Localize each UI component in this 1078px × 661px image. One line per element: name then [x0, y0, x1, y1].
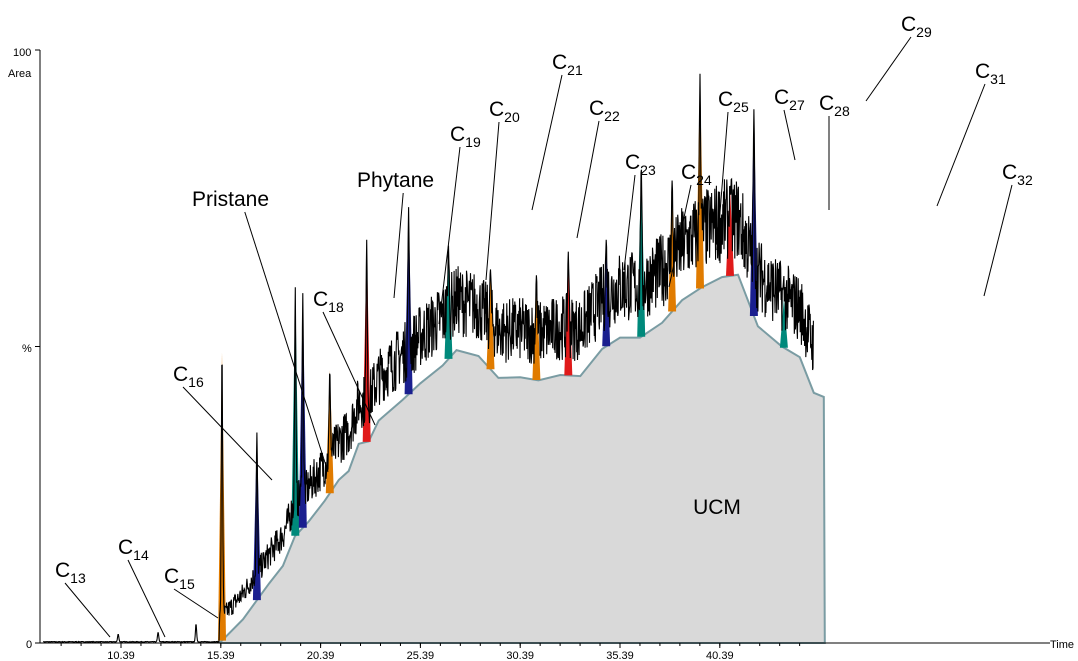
x-tick-layer: 10.39 15.39 20.39 25.39 30.39 35.39 40.39 — [35, 49, 801, 661]
leader-line — [983, 184, 1013, 297]
leader-line — [783, 109, 796, 161]
axis-layer: 100 Area % 0 Time 10.39 15.39 20.39 25.39 30… — [8, 47, 1074, 661]
peak-label-c32: C32 — [1002, 161, 1033, 188]
leader-line — [438, 146, 461, 325]
peak-fill-16 — [218, 352, 226, 641]
peak-label-c24: C24 — [681, 161, 712, 188]
peak-fill-32 — [779, 299, 788, 348]
peak-label-pristane: Pristane — [192, 188, 269, 211]
leader-line — [173, 588, 219, 619]
y-bottom-label: 0 — [26, 639, 32, 651]
ucm-layer — [219, 273, 826, 644]
peak-label-c16: C16 — [173, 363, 204, 390]
leader-line — [244, 211, 329, 473]
peak-label-c15: C15 — [164, 565, 195, 592]
leader-line — [64, 582, 111, 638]
x-tick-label: 10.39 — [107, 650, 135, 661]
peak-label-c14: C14 — [118, 536, 149, 563]
y-top-unit: Area — [8, 68, 32, 80]
peak-fill-28 — [668, 180, 677, 312]
x-tick-label: 35.39 — [606, 650, 634, 661]
x-tick-label: 40.39 — [706, 650, 734, 661]
x-axis-label: Time — [1050, 639, 1074, 651]
x-tick-label: 15.39 — [207, 650, 235, 661]
leader-line — [576, 120, 600, 239]
peak-label-c19: C19 — [450, 123, 481, 150]
peak-label-c20: C20 — [489, 98, 520, 125]
leader-line — [393, 192, 404, 299]
peak-label-c25: C25 — [718, 88, 749, 115]
peak-fill-18 — [291, 287, 300, 536]
peak-label-phytane: Phytane — [357, 169, 434, 192]
leader-line — [531, 74, 563, 211]
leader-line — [716, 111, 729, 251]
peak-label-c13: C13 — [55, 559, 86, 586]
leader-line — [322, 311, 376, 426]
peak-label-c29: C29 — [901, 13, 932, 40]
y-top-label: 100 — [13, 47, 31, 59]
peak-label-c18: C18 — [313, 288, 344, 315]
peak-label-c21: C21 — [552, 51, 583, 78]
trace-layer — [42, 73, 814, 644]
peak-label-c27: C27 — [774, 86, 805, 113]
x-tick-label: 25.39 — [407, 650, 435, 661]
annotation-layer: UCM C13 C14 C15 C16 Pristane C18 Phytane C19 C20… — [55, 13, 1033, 638]
leader-line — [127, 559, 166, 638]
peak-label-c28: C28 — [819, 92, 850, 119]
peak-label-c31: C31 — [975, 60, 1006, 87]
x-tick-label: 30.39 — [506, 650, 534, 661]
chromatogram-trace — [42, 73, 814, 644]
leader-line — [623, 174, 636, 271]
peak-fill-pristane — [252, 432, 261, 601]
y-axis-label: % — [22, 343, 32, 355]
leader-line — [485, 121, 500, 281]
peak-label-c22: C22 — [589, 97, 620, 124]
peak-label-c23: C23 — [625, 151, 656, 178]
leader-line — [182, 386, 273, 481]
leader-line — [865, 36, 912, 102]
ucm-label: UCM — [693, 496, 741, 519]
ucm-area — [219, 273, 826, 644]
leader-line — [936, 83, 986, 207]
x-tick-label: 20.39 — [307, 650, 335, 661]
leader-line — [668, 184, 692, 288]
